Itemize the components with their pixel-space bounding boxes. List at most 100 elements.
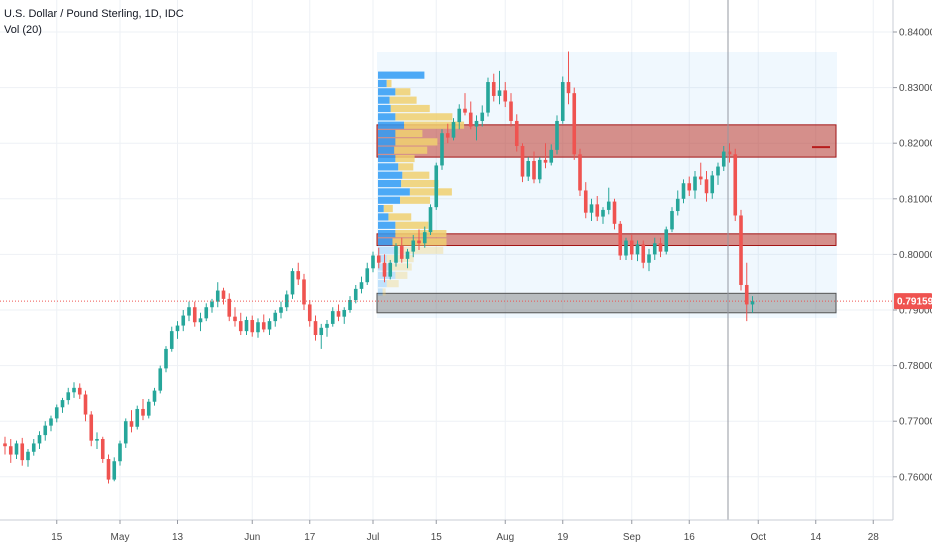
profile-bar-down bbox=[404, 121, 465, 129]
profile-bar-down bbox=[386, 280, 399, 288]
candle-body bbox=[629, 240, 634, 255]
profile-bar-down bbox=[389, 96, 417, 104]
candle-body bbox=[514, 120, 519, 146]
candle-body bbox=[192, 307, 197, 323]
profile-bar-down bbox=[395, 154, 415, 163]
candle-body bbox=[555, 120, 559, 150]
candle-body bbox=[618, 223, 623, 256]
candle-body bbox=[739, 215, 743, 285]
profile-bar-down bbox=[390, 263, 412, 271]
resistance-zone bbox=[376, 124, 837, 158]
candle-body bbox=[233, 316, 237, 322]
profile-bar-down bbox=[395, 230, 447, 238]
candle-body bbox=[560, 82, 565, 121]
candle-body bbox=[244, 320, 249, 332]
profile-bar-down bbox=[390, 104, 430, 113]
profile-bar-up bbox=[378, 163, 399, 171]
candle-body bbox=[302, 279, 306, 305]
candle-body bbox=[49, 418, 53, 426]
time-tick-label: Oct bbox=[750, 532, 766, 543]
profile-bar-up bbox=[378, 246, 399, 254]
profile-bar-up bbox=[378, 196, 401, 204]
candle-body bbox=[284, 294, 289, 308]
candle-body bbox=[399, 246, 404, 259]
profile-bar-up bbox=[378, 204, 384, 213]
candle-body bbox=[37, 435, 42, 444]
price-tick-label: 0.78000 bbox=[899, 361, 932, 372]
last-price-label: 0.79159 bbox=[897, 297, 932, 308]
candle-body bbox=[440, 133, 444, 166]
profile-bar-up bbox=[378, 213, 389, 221]
candle-body bbox=[175, 325, 180, 332]
profile-bar-down bbox=[395, 129, 423, 138]
candle-body bbox=[635, 244, 640, 255]
candle-body bbox=[716, 166, 720, 176]
candle-body bbox=[532, 160, 536, 180]
candle-body bbox=[267, 321, 272, 330]
candle-body bbox=[693, 176, 697, 191]
candle-body bbox=[727, 151, 732, 155]
candle-body bbox=[572, 93, 577, 155]
candle-body bbox=[60, 400, 65, 408]
candle-body bbox=[54, 407, 59, 419]
time-tick-label: 15 bbox=[431, 532, 443, 543]
candle-body bbox=[417, 240, 421, 244]
candle-body bbox=[451, 122, 456, 138]
candle-body bbox=[26, 451, 30, 461]
candlestick-series bbox=[3, 51, 755, 484]
profile-bar-down bbox=[395, 113, 453, 121]
profile-bar-down bbox=[386, 79, 392, 88]
candle-body bbox=[14, 443, 19, 455]
candle-body bbox=[601, 209, 605, 217]
candle-body bbox=[474, 120, 479, 127]
symbol-title[interactable]: U.S. Dollar / Pound Sterling, 1D, IDC bbox=[4, 8, 184, 20]
price-tick-label: 0.84000 bbox=[899, 28, 932, 39]
candle-body bbox=[330, 311, 335, 324]
candle-body bbox=[359, 282, 364, 289]
candle-body bbox=[77, 387, 82, 395]
candle-body bbox=[606, 201, 611, 210]
candle-body bbox=[422, 232, 427, 244]
volume-indicator-label[interactable]: Vol (20) bbox=[4, 24, 42, 36]
price-axis[interactable]: 0.84000 0.83000 0.82000 0.81000 0.80000 0.790… bbox=[892, 0, 932, 520]
candle-body bbox=[526, 160, 531, 177]
time-tick-label: 17 bbox=[304, 532, 316, 543]
candle-body bbox=[296, 271, 301, 280]
profile-bar-down bbox=[395, 221, 429, 229]
candle-body bbox=[348, 299, 352, 310]
candle-body bbox=[595, 204, 600, 217]
profile-bar-up bbox=[378, 238, 393, 246]
candle-body bbox=[480, 112, 485, 121]
price-tick-label: 0.82000 bbox=[899, 139, 932, 150]
candle-body bbox=[670, 211, 674, 230]
profile-bar-up bbox=[378, 104, 391, 113]
candle-body bbox=[261, 322, 266, 330]
candle-body bbox=[319, 327, 324, 336]
candle-body bbox=[353, 288, 358, 300]
profile-bar-up bbox=[378, 113, 396, 121]
profile-range-box bbox=[377, 52, 837, 318]
candle-body bbox=[83, 394, 88, 415]
candle-body bbox=[578, 154, 582, 191]
candle-body bbox=[146, 401, 151, 416]
profile-bar-down bbox=[394, 146, 428, 154]
profile-bar-up bbox=[378, 280, 387, 288]
profile-bar-down bbox=[400, 196, 431, 204]
profile-bar-down bbox=[401, 179, 439, 188]
candle-body bbox=[89, 414, 94, 441]
candle-body bbox=[238, 321, 243, 332]
candle-body bbox=[72, 387, 76, 393]
candle-body bbox=[3, 443, 7, 447]
time-tick-label: 19 bbox=[557, 532, 569, 543]
profile-bar-up bbox=[378, 88, 396, 96]
profile-bar-down bbox=[398, 163, 414, 171]
candle-body bbox=[503, 90, 508, 102]
candle-body bbox=[307, 304, 312, 322]
time-axis[interactable]: 15 May 13 Jun 17 Jul 15 Aug 19 Sep 16 Oct 14 28 bbox=[0, 519, 893, 543]
time-tick-label: 28 bbox=[868, 532, 880, 543]
profile-bar-up bbox=[378, 230, 396, 238]
candle-body bbox=[434, 165, 439, 208]
candle-body bbox=[210, 301, 214, 308]
candle-body bbox=[95, 438, 99, 441]
